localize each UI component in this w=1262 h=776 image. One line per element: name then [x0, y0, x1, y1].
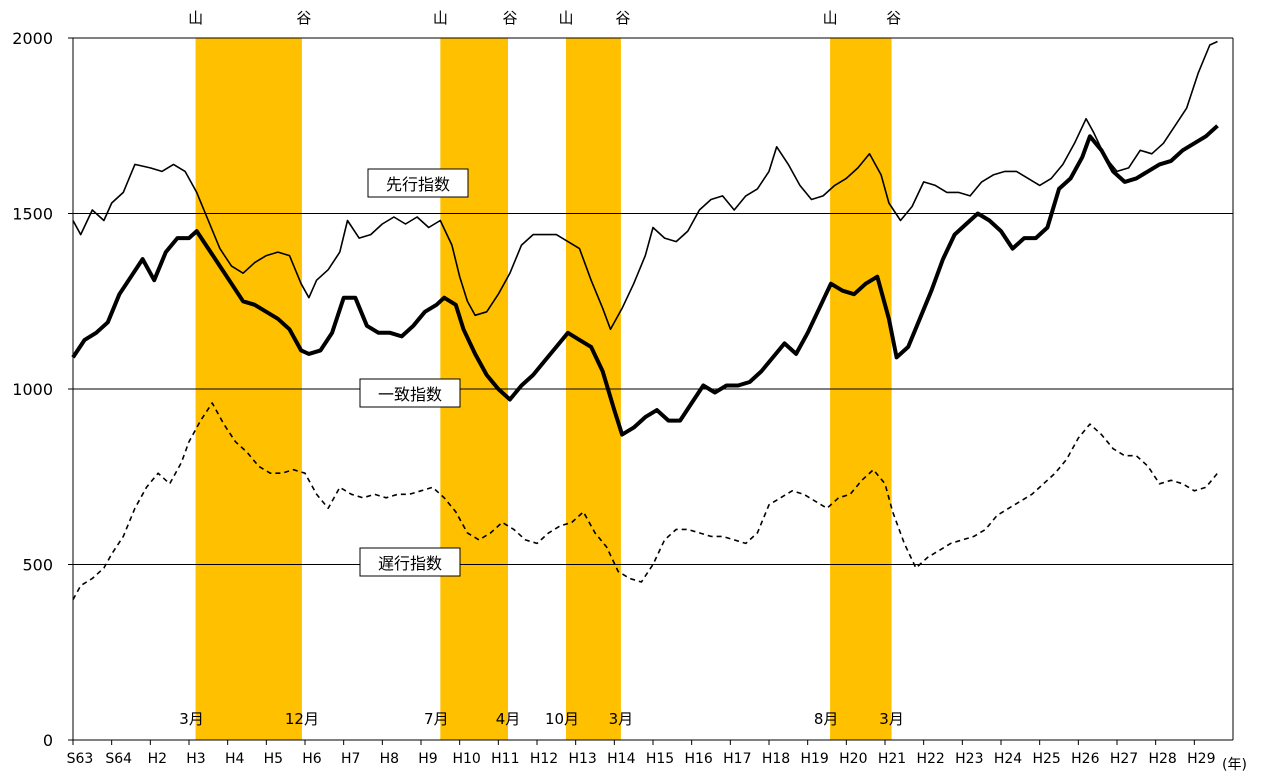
x-tick-label: H26 — [1071, 751, 1099, 767]
axes — [68, 37, 1234, 745]
peak-month-label: 8月 — [814, 710, 839, 728]
x-tick-label: H22 — [916, 751, 944, 767]
peak-month-label: 7月 — [424, 710, 449, 728]
y-tick-label: 2000 — [12, 29, 53, 48]
trough-month-label: 3月 — [609, 710, 634, 728]
peak-month-label: 10月 — [545, 710, 579, 728]
series-lines — [71, 40, 1219, 600]
x-tick-label: H10 — [452, 751, 480, 767]
y-tick-label: 500 — [22, 556, 53, 575]
peak-label: 山 — [823, 9, 838, 27]
series-label-box — [359, 378, 461, 408]
series-label: 一致指数 — [378, 385, 442, 404]
x-tick-label: H29 — [1187, 751, 1215, 767]
x-tick-label: H5 — [264, 751, 283, 767]
x-tick-label: H4 — [225, 751, 245, 767]
x-tick-label: H18 — [762, 751, 790, 767]
series-label-box — [359, 547, 461, 577]
x-tick-label: H23 — [955, 751, 983, 767]
x-tick-label: S63 — [67, 751, 94, 767]
x-tick-label: H9 — [418, 751, 437, 767]
trough-month-label: 3月 — [879, 710, 904, 728]
x-tick-label: H24 — [994, 751, 1022, 767]
x-tick-label: H11 — [491, 751, 519, 767]
trough-label: 谷 — [502, 9, 517, 27]
x-unit-label: (年) — [1222, 757, 1247, 773]
series-line-3 — [72, 402, 1219, 600]
peak-label: 山 — [558, 9, 573, 27]
trough-label: 谷 — [296, 9, 311, 27]
y-tick-label: 1000 — [12, 380, 53, 399]
peak-month-label: 3月 — [179, 710, 204, 728]
x-tick-label: H15 — [646, 751, 674, 767]
x-tick-label: H17 — [723, 751, 751, 767]
peak-label: 山 — [433, 9, 448, 27]
y-tick-label: 1500 — [12, 205, 53, 224]
x-tick-label: H20 — [839, 751, 867, 767]
x-tick-label: H7 — [341, 751, 360, 767]
x-tick-label: H3 — [186, 751, 205, 767]
x-tick-label: H2 — [148, 751, 167, 767]
recession-annotations: 山 谷 3月 12月 山 谷 7月 4月 山 谷 10月 3月 山 谷 8月 3月 — [179, 9, 904, 728]
x-tick-label: H16 — [684, 751, 712, 767]
series-label-box — [367, 168, 469, 198]
tick-labels: 0 500 1000 1500 2000 S63 S64 H2 H3 H4 H5 H6 H7 H8 H9 H1… — [12, 29, 1215, 767]
series-line-2 — [71, 124, 1219, 437]
trough-month-label: 12月 — [285, 710, 319, 728]
x-tick-label: H12 — [530, 751, 558, 767]
x-tick-label: H19 — [800, 751, 828, 767]
series-label: 遅行指数 — [378, 554, 442, 573]
series-label: 先行指数 — [386, 175, 450, 194]
x-tick-label: H6 — [302, 751, 322, 767]
x-tick-label: H25 — [1032, 751, 1060, 767]
x-tick-label: H28 — [1148, 751, 1176, 767]
y-tick-label: 0 — [43, 731, 53, 750]
x-tick-label: S64 — [105, 751, 132, 767]
x-tick-label: H8 — [380, 751, 399, 767]
x-tick-label: H27 — [1110, 751, 1138, 767]
x-tick-label: H21 — [878, 751, 906, 767]
peak-label: 山 — [188, 9, 203, 27]
x-tick-label: H14 — [607, 751, 635, 767]
series-line-1 — [72, 40, 1218, 331]
trough-month-label: 4月 — [496, 710, 521, 728]
x-tick-label: H13 — [568, 751, 596, 767]
trough-label: 谷 — [886, 9, 901, 27]
trough-label: 谷 — [615, 9, 630, 27]
